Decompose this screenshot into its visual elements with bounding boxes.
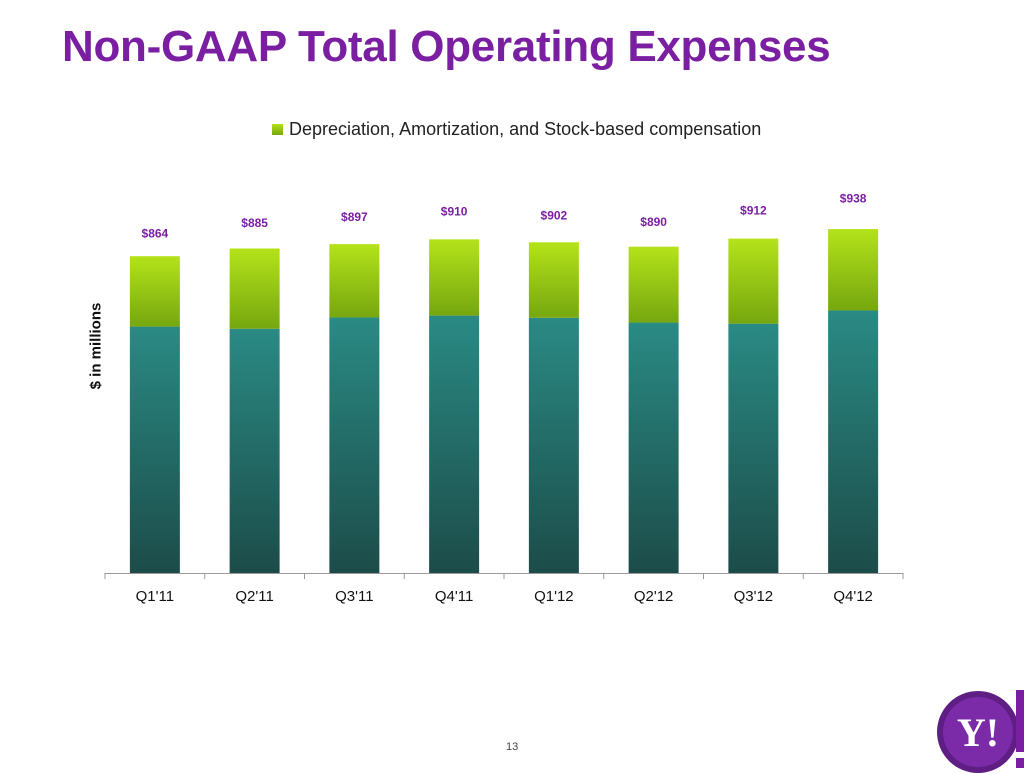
bar-base-8 — [828, 310, 879, 573]
legend-swatch-da — [272, 124, 283, 135]
bar-da-1 — [129, 256, 180, 327]
bar-base-1 — [129, 326, 180, 573]
bar-base-2 — [229, 328, 280, 573]
value-label-1: $864 — [142, 227, 169, 241]
bar-da-3 — [329, 244, 380, 318]
value-label-4: $910 — [441, 205, 468, 219]
value-label-3: $897 — [341, 210, 368, 224]
x-tick-label-1: Q1'11 — [136, 588, 174, 605]
bar-da-6 — [628, 246, 679, 323]
bar-da-2 — [229, 248, 280, 329]
chart-legend: Depreciation, Amortization, and Stock-ba… — [272, 119, 761, 140]
bars-group — [129, 229, 879, 573]
bar-base-7 — [728, 323, 779, 573]
bar-da-8 — [828, 229, 879, 311]
bar-base-4 — [429, 315, 480, 573]
yahoo-logo-icon: Y! — [937, 691, 1019, 773]
value-label-5: $902 — [541, 208, 568, 222]
x-tick-label-4: Q4'11 — [435, 588, 473, 605]
x-tick-label-8: Q4'12 — [833, 588, 873, 605]
slide-title: Non-GAAP Total Operating Expenses — [62, 22, 831, 71]
bar-base-5 — [528, 317, 579, 573]
x-tick-label-3: Q3'11 — [335, 588, 373, 605]
bar-base-3 — [329, 317, 380, 573]
labels-group: $864 Q1'11 $885 Q2'11 $897 Q3'11 $910 Q4'11 $902… — [136, 192, 873, 605]
bar-base-6 — [628, 322, 679, 573]
logo-edge-mark — [1016, 690, 1024, 768]
logo-text: Y! — [957, 710, 999, 755]
x-tick-label-2: Q2'11 — [235, 588, 273, 605]
x-tick-label-7: Q3'12 — [734, 588, 774, 605]
value-label-2: $885 — [241, 216, 268, 230]
x-axis — [104, 573, 904, 579]
value-label-6: $890 — [640, 215, 667, 229]
value-label-7: $912 — [740, 203, 767, 217]
bar-da-5 — [528, 242, 579, 318]
bar-da-7 — [728, 238, 779, 324]
x-tick-label-5: Q1'12 — [534, 588, 574, 605]
bar-da-4 — [429, 239, 480, 316]
page-number: 13 — [506, 741, 519, 753]
legend-label-da: Depreciation, Amortization, and Stock-ba… — [289, 119, 762, 139]
x-tick-label-6: Q2'12 — [634, 588, 674, 605]
value-label-8: $938 — [840, 192, 867, 206]
